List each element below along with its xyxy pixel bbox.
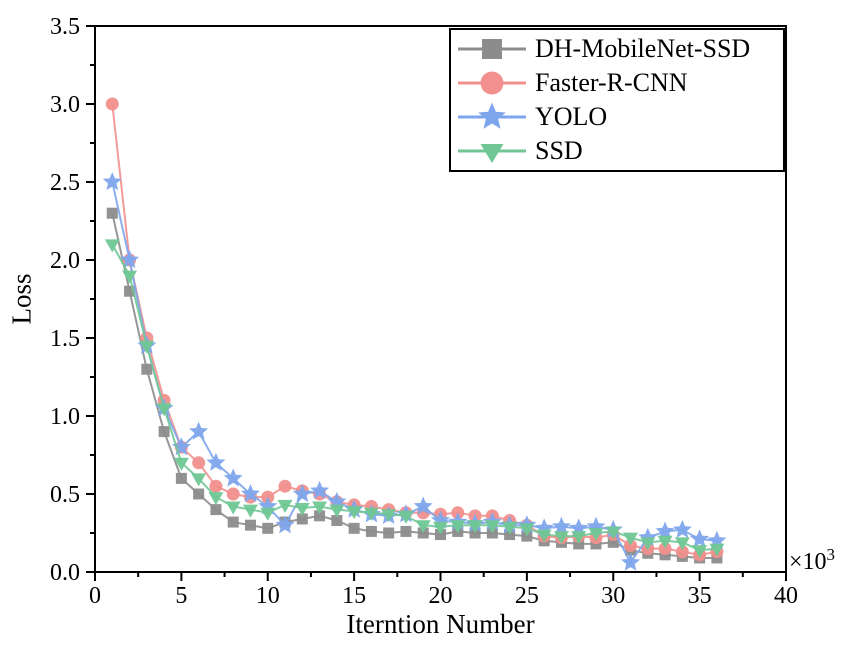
x-axis-title: Iterntion Number	[346, 609, 535, 639]
svg-text:35: 35	[688, 583, 712, 609]
svg-text:20: 20	[429, 583, 453, 609]
y-axis-title: Loss	[6, 273, 37, 325]
legend-item-ssd: SSD	[456, 134, 781, 168]
x-axis-ticks	[94, 572, 787, 581]
svg-text:0.5: 0.5	[50, 482, 80, 508]
svg-text:10: 10	[256, 583, 280, 609]
series-markers-SSD	[104, 239, 725, 559]
series-line-DH-MobileNet-SSD	[111, 212, 717, 559]
svg-text:15: 15	[342, 583, 366, 609]
legend-label: Faster-R-CNN	[535, 68, 688, 97]
svg-text:40: 40	[774, 583, 798, 609]
svg-text:1.5: 1.5	[50, 326, 80, 352]
y-tick-labels: 0.0 0.5 1.0 1.5 2.0 2.5 3.0 3.5	[50, 14, 80, 586]
svg-text:5: 5	[175, 583, 187, 609]
series-line-YOLO	[111, 181, 717, 565]
x-axis-multiplier: ×103	[789, 545, 835, 576]
legend-label: SSD	[535, 136, 583, 165]
svg-text:30: 30	[601, 583, 625, 609]
legend-sample-circle-icon	[458, 71, 526, 95]
svg-text:2.5: 2.5	[50, 170, 80, 196]
y-axis-ticks	[86, 25, 95, 573]
legend-sample-star-icon	[458, 102, 526, 129]
svg-text:3.5: 3.5	[50, 14, 80, 40]
svg-text:2.0: 2.0	[50, 248, 80, 274]
legend: DH-MobileNet-SSD Faster-R-CNN YOLO SSD	[449, 28, 785, 172]
legend-item-dh-mobilenet-ssd: DH-MobileNet-SSD	[456, 32, 781, 66]
legend-item-faster-r-cnn: Faster-R-CNN	[456, 66, 781, 100]
x-tick-labels: 0 5 10 15 20 25 30 35 40	[89, 583, 798, 609]
multiplier-exponent: 3	[826, 545, 836, 564]
legend-item-yolo: YOLO	[456, 100, 781, 134]
svg-text:25: 25	[515, 583, 539, 609]
legend-label: DH-MobileNet-SSD	[535, 34, 751, 63]
svg-text:0.0: 0.0	[50, 560, 80, 586]
svg-text:3.0: 3.0	[50, 92, 80, 118]
legend-sample-square-icon	[458, 39, 526, 59]
series-line-SSD	[111, 243, 717, 552]
legend-label: YOLO	[535, 102, 608, 131]
legend-sample-triangle-icon	[458, 144, 526, 163]
multiplier-base: ×10	[789, 549, 827, 575]
svg-text:1.0: 1.0	[50, 404, 80, 430]
plot-border	[94, 25, 787, 573]
svg-text:0: 0	[89, 583, 101, 609]
